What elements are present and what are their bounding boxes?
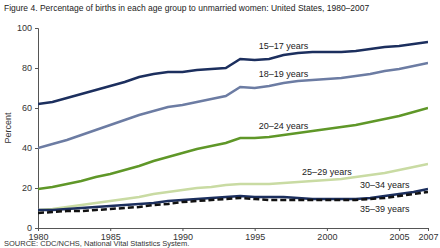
y-axis-title: Percent bbox=[3, 112, 13, 144]
x-tick: 2005 bbox=[390, 228, 410, 242]
y-tick: 20 bbox=[22, 183, 38, 193]
x-tick-mark bbox=[399, 228, 400, 231]
series-line bbox=[38, 63, 428, 148]
y-tick-mark bbox=[35, 148, 38, 149]
x-tick-mark bbox=[428, 228, 429, 231]
series-label: 20–24 years bbox=[259, 121, 309, 131]
series-label: 18–19 years bbox=[259, 69, 309, 79]
y-tick-label: 20 bbox=[22, 183, 32, 193]
x-tick: 2007 bbox=[418, 228, 438, 242]
y-axis: 020406080100 bbox=[17, 23, 39, 233]
x-axis-line bbox=[39, 229, 429, 232]
series-labels: 15–17 years 18–19 years 20–24 years 25–29 y… bbox=[259, 41, 410, 214]
title: Figure 4. Percentage of births in each a… bbox=[4, 3, 370, 13]
y-tick-label: 40 bbox=[22, 143, 32, 153]
y-tick-mark bbox=[35, 68, 38, 69]
x-tick-label: 1995 bbox=[245, 232, 265, 242]
y-axis-line bbox=[35, 29, 39, 229]
y-tick-mark bbox=[35, 108, 38, 109]
y-tick: 60 bbox=[22, 103, 38, 113]
y-tick-label: 60 bbox=[22, 103, 32, 113]
y-tick: 40 bbox=[22, 143, 38, 153]
y-tick-label: 80 bbox=[22, 63, 32, 73]
x-tick: 2000 bbox=[317, 228, 337, 242]
series-label: 15–17 years bbox=[259, 41, 309, 51]
y-tick-mark bbox=[35, 188, 38, 189]
x-tick-mark bbox=[327, 228, 328, 231]
y-tick: 80 bbox=[22, 63, 38, 73]
series-label: 25–29 years bbox=[302, 167, 352, 177]
x-tick-mark bbox=[110, 228, 111, 231]
y-tick: 100 bbox=[17, 23, 38, 33]
plot-lines bbox=[38, 42, 428, 213]
series-line bbox=[38, 108, 428, 189]
x-tick-label: 2007 bbox=[418, 232, 438, 242]
y-tick-label: 100 bbox=[17, 23, 32, 33]
x-tick: 1995 bbox=[245, 228, 265, 242]
series-line bbox=[38, 192, 428, 213]
source-note: SOURCE: CDC/NCHS, National Vital Statist… bbox=[4, 239, 189, 248]
x-tick-label: 2005 bbox=[390, 232, 410, 242]
series-label: 30–34 years bbox=[360, 180, 410, 190]
x-tick-mark bbox=[38, 228, 39, 231]
x-tick-label: 2000 bbox=[317, 232, 337, 242]
x-tick-mark bbox=[182, 228, 183, 231]
y-tick-mark bbox=[35, 28, 38, 29]
x-tick-mark bbox=[255, 228, 256, 231]
chart: Figure 4. Percentage of births in each a… bbox=[0, 0, 440, 248]
y-tick-mark bbox=[35, 228, 38, 229]
series-label: 35–39 years bbox=[360, 204, 410, 214]
